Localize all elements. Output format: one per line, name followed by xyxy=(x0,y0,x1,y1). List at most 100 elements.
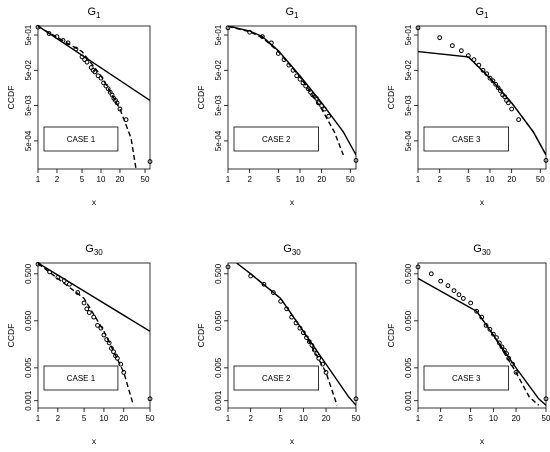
x-tick-label: 2 xyxy=(437,175,442,184)
data-point xyxy=(495,85,501,91)
data-point xyxy=(513,370,519,375)
case-legend-label: CASE 2 xyxy=(262,135,291,144)
y-axis-label: CCDF xyxy=(386,324,396,348)
data-point xyxy=(353,396,359,402)
y-tick-label: 0.500 xyxy=(24,263,33,284)
y-tick-label: 0.001 xyxy=(214,390,223,411)
data-point xyxy=(449,43,455,49)
x-tick-label: 5 xyxy=(80,175,85,184)
data-point xyxy=(460,296,466,301)
x-tick-label: 1 xyxy=(36,414,41,423)
x-tick-label: 10 xyxy=(489,414,498,423)
solid-fit-line xyxy=(38,26,150,102)
data-point xyxy=(46,31,52,36)
data-point xyxy=(92,69,98,75)
data-point xyxy=(111,349,116,355)
case-legend-box xyxy=(423,365,509,391)
x-tick-label: 1 xyxy=(226,175,231,184)
x-tick-label: 10 xyxy=(486,175,495,184)
panel-title: G1 xyxy=(87,6,101,20)
data-point xyxy=(415,25,421,31)
case-legend-label: CASE 3 xyxy=(452,135,481,144)
data-point xyxy=(121,370,127,375)
case-legend-box xyxy=(43,365,119,391)
panel-title: G30 xyxy=(283,243,301,257)
x-axis-label: x xyxy=(290,197,295,207)
y-tick-label: 0.050 xyxy=(24,310,33,331)
y-tick-label: 5e-02 xyxy=(214,60,223,81)
y-tick-label: 5e-01 xyxy=(24,24,33,45)
data-point xyxy=(428,271,434,277)
panel-6: G30 1 2 5 10 20 50 x 0.500 0.050 0.005 0.001 CCDF CAS… xyxy=(386,243,550,446)
dashed-fit-line xyxy=(250,273,338,406)
plot-frame xyxy=(37,262,151,409)
data-point xyxy=(81,300,87,306)
y-tick-label: 0.005 xyxy=(24,357,33,378)
x-tick-label: 5 xyxy=(276,175,281,184)
y-tick-label: 5e-03 xyxy=(24,95,33,116)
x-tick-label: 2 xyxy=(248,414,253,423)
data-point xyxy=(487,75,493,81)
dashed-fit-line xyxy=(228,26,344,156)
data-point xyxy=(147,159,153,164)
plot-frame xyxy=(227,262,357,409)
data-point xyxy=(458,48,464,54)
panel-title: G1 xyxy=(475,6,489,20)
plot-frame xyxy=(227,25,357,170)
x-tick-label: 20 xyxy=(512,414,521,423)
x-tick-label: 1 xyxy=(416,414,421,423)
x-tick-label: 5 xyxy=(468,414,473,423)
y-tick-label: 5e-03 xyxy=(214,95,223,116)
data-point xyxy=(270,290,276,295)
data-point xyxy=(509,106,515,112)
data-point xyxy=(225,264,231,270)
y-tick-label: 0.005 xyxy=(404,357,413,378)
y-tick-label: 0.500 xyxy=(214,263,223,284)
x-axis-label: x xyxy=(290,436,295,446)
x-tick-label: 50 xyxy=(536,175,545,184)
x-tick-label: 10 xyxy=(296,175,305,184)
x-tick-label: 5 xyxy=(278,414,283,423)
panel-title: G30 xyxy=(473,243,491,257)
data-point xyxy=(316,355,322,361)
x-tick-label: 5 xyxy=(466,175,471,184)
y-tick-label: 5e-03 xyxy=(404,95,413,116)
y-tick-label: 5e-02 xyxy=(404,60,413,81)
solid-fit-line xyxy=(38,263,150,332)
dashed-fit-line xyxy=(476,310,540,406)
case-legend-box xyxy=(43,126,119,152)
y-axis-label: CCDF xyxy=(6,86,16,110)
data-point xyxy=(86,310,92,315)
x-tick-label: 50 xyxy=(141,175,150,184)
x-tick-label: 10 xyxy=(99,414,108,423)
x-tick-label: 50 xyxy=(146,414,155,423)
x-tick-label: 2 xyxy=(56,414,61,423)
y-tick-label: 5e-04 xyxy=(404,130,413,151)
data-point xyxy=(474,308,480,314)
x-tick-label: 1 xyxy=(416,175,421,184)
data-point xyxy=(468,300,474,306)
data-point xyxy=(543,158,549,163)
dashed-fit-line xyxy=(467,56,546,156)
y-tick-label: 5e-04 xyxy=(24,130,33,151)
data-point xyxy=(437,35,443,41)
case-legend-label: CASE 2 xyxy=(262,374,291,383)
x-tick-label: 5 xyxy=(82,414,87,423)
x-tick-label: 1 xyxy=(36,175,41,184)
dashed-fit-line xyxy=(38,263,135,406)
y-tick-label: 0.001 xyxy=(404,390,413,411)
data-point xyxy=(95,323,100,328)
case-legend-label: CASE 1 xyxy=(67,135,96,144)
data-point xyxy=(456,292,462,298)
y-tick-label: 5e-01 xyxy=(404,24,413,45)
dashed-fit-line xyxy=(38,26,137,169)
x-tick-label: 50 xyxy=(542,414,550,423)
case-legend-box xyxy=(233,365,319,391)
x-tick-label: 20 xyxy=(119,414,128,423)
y-tick-label: 0.050 xyxy=(214,310,223,331)
y-tick-label: 0.005 xyxy=(214,357,223,378)
y-axis-label: CCDF xyxy=(386,86,396,110)
data-point xyxy=(451,288,457,294)
x-axis-label: x xyxy=(92,197,97,207)
